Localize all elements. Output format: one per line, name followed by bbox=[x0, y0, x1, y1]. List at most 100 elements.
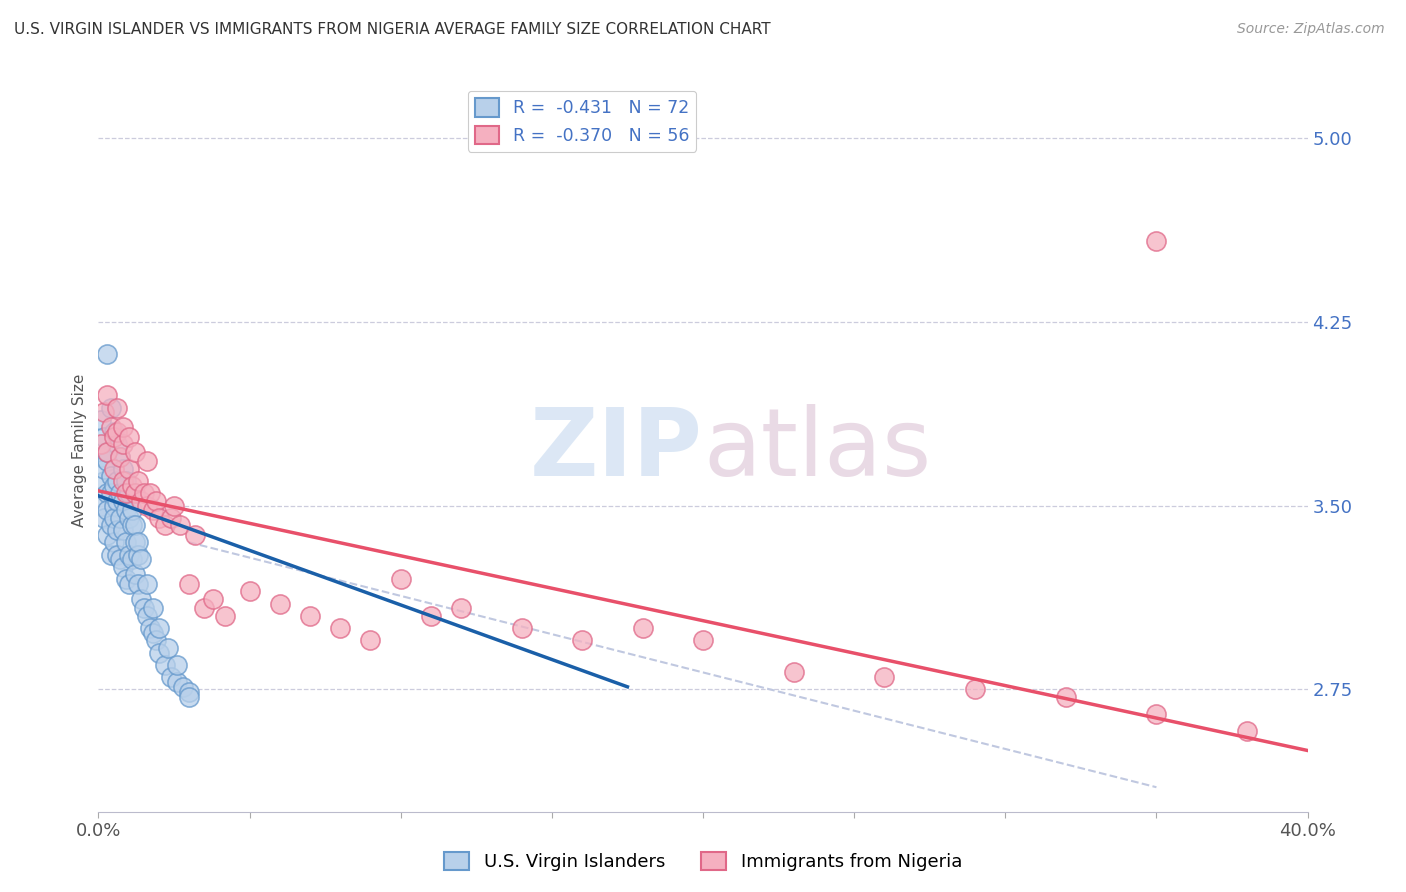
Point bbox=[96, 454, 118, 468]
Point bbox=[148, 646, 170, 660]
Point bbox=[103, 479, 125, 493]
Point bbox=[142, 626, 165, 640]
Point bbox=[1144, 234, 1167, 248]
Point bbox=[108, 450, 131, 464]
Point bbox=[100, 486, 122, 500]
Point bbox=[90, 413, 112, 427]
Point bbox=[153, 657, 176, 672]
Point bbox=[118, 462, 141, 476]
Point bbox=[160, 511, 183, 525]
Point bbox=[179, 684, 201, 698]
Point bbox=[127, 535, 149, 549]
Point bbox=[100, 469, 122, 483]
Point bbox=[108, 450, 131, 464]
Point bbox=[329, 621, 352, 635]
Point bbox=[135, 608, 157, 623]
Point bbox=[108, 486, 131, 500]
Point bbox=[111, 523, 134, 537]
Point bbox=[132, 601, 155, 615]
Point bbox=[166, 674, 188, 689]
Point bbox=[166, 657, 188, 672]
Point bbox=[103, 430, 125, 444]
Point bbox=[148, 511, 170, 525]
Point bbox=[100, 518, 122, 533]
Point bbox=[90, 499, 112, 513]
Point bbox=[90, 437, 112, 451]
Point bbox=[129, 552, 152, 566]
Point bbox=[389, 572, 412, 586]
Point bbox=[631, 621, 654, 635]
Point bbox=[132, 486, 155, 500]
Point bbox=[105, 401, 128, 415]
Point bbox=[269, 597, 291, 611]
Point bbox=[114, 503, 136, 517]
Point bbox=[121, 552, 143, 566]
Point bbox=[299, 608, 322, 623]
Y-axis label: Average Family Size: Average Family Size bbox=[72, 374, 87, 527]
Point bbox=[103, 462, 125, 476]
Point bbox=[118, 430, 141, 444]
Point bbox=[118, 548, 141, 562]
Point bbox=[100, 401, 122, 415]
Point bbox=[105, 523, 128, 537]
Point bbox=[121, 518, 143, 533]
Point bbox=[93, 511, 115, 525]
Point bbox=[179, 577, 201, 591]
Point bbox=[172, 680, 194, 694]
Point bbox=[108, 552, 131, 566]
Point bbox=[142, 503, 165, 517]
Point bbox=[135, 499, 157, 513]
Point bbox=[783, 665, 806, 679]
Point bbox=[103, 511, 125, 525]
Point bbox=[124, 518, 146, 533]
Point bbox=[163, 499, 186, 513]
Text: atlas: atlas bbox=[703, 404, 931, 497]
Point bbox=[118, 511, 141, 525]
Point bbox=[111, 474, 134, 488]
Point bbox=[114, 572, 136, 586]
Point bbox=[142, 601, 165, 615]
Point bbox=[93, 405, 115, 419]
Point bbox=[239, 584, 262, 599]
Point bbox=[145, 493, 167, 508]
Point bbox=[124, 567, 146, 582]
Point bbox=[873, 670, 896, 684]
Point bbox=[114, 535, 136, 549]
Point bbox=[1054, 690, 1077, 704]
Point bbox=[111, 493, 134, 508]
Point bbox=[169, 518, 191, 533]
Point bbox=[420, 608, 443, 623]
Point bbox=[111, 420, 134, 434]
Text: U.S. VIRGIN ISLANDER VS IMMIGRANTS FROM NIGERIA AVERAGE FAMILY SIZE CORRELATION : U.S. VIRGIN ISLANDER VS IMMIGRANTS FROM … bbox=[14, 22, 770, 37]
Point bbox=[127, 548, 149, 562]
Point bbox=[124, 535, 146, 549]
Point bbox=[100, 548, 122, 562]
Text: ZIP: ZIP bbox=[530, 404, 703, 497]
Point bbox=[93, 474, 115, 488]
Point bbox=[360, 633, 382, 648]
Point bbox=[179, 690, 201, 704]
Point bbox=[571, 633, 593, 648]
Point bbox=[129, 493, 152, 508]
Point bbox=[156, 640, 179, 655]
Point bbox=[139, 486, 162, 500]
Point bbox=[129, 591, 152, 606]
Point bbox=[450, 601, 472, 615]
Point bbox=[103, 499, 125, 513]
Point bbox=[105, 548, 128, 562]
Point bbox=[105, 437, 128, 451]
Point bbox=[118, 486, 141, 500]
Point bbox=[111, 437, 134, 451]
Point bbox=[145, 633, 167, 648]
Point bbox=[108, 511, 131, 525]
Point bbox=[127, 474, 149, 488]
Point bbox=[114, 486, 136, 500]
Point bbox=[96, 503, 118, 517]
Point bbox=[105, 474, 128, 488]
Point bbox=[93, 430, 115, 444]
Point bbox=[148, 621, 170, 635]
Text: Source: ZipAtlas.com: Source: ZipAtlas.com bbox=[1237, 22, 1385, 37]
Point bbox=[135, 454, 157, 468]
Point bbox=[121, 479, 143, 493]
Point bbox=[193, 601, 215, 615]
